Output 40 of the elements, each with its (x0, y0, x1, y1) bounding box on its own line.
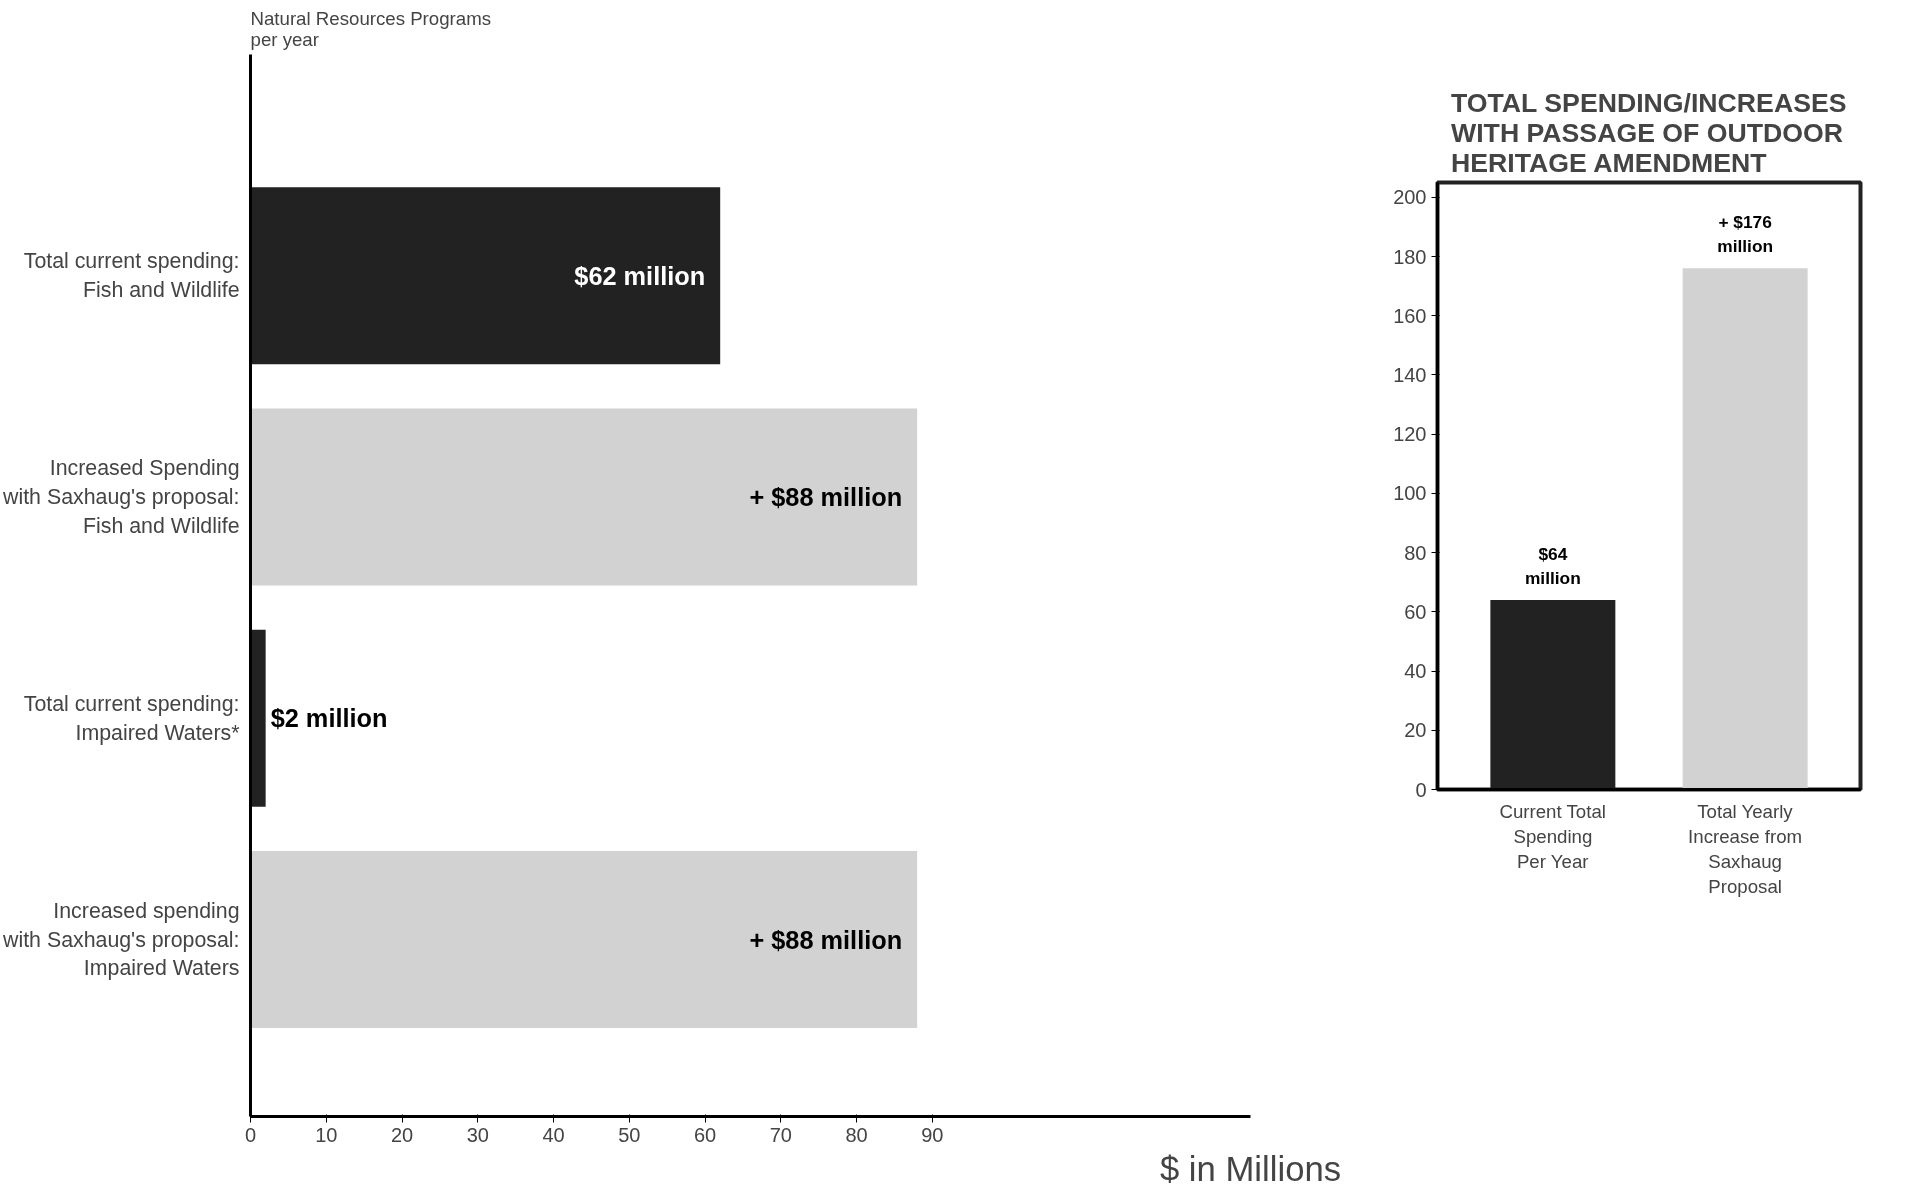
y-tick-label: 20 (1404, 719, 1427, 742)
x-tick-label: 80 (845, 1123, 868, 1146)
data-label: $64 million (1524, 543, 1581, 588)
data-label: + $176 million (1717, 212, 1774, 257)
data-label: + $88 million (749, 925, 903, 954)
y-tick-label: 40 (1404, 660, 1427, 683)
x-tick-label: Total Yearly Increase from Saxhaug Proposal (1688, 800, 1803, 898)
y-tick-label: Increased Spending with Saxhaug's proposal: Fish and Wildlife (2, 456, 240, 538)
y-tick-label: 180 (1393, 245, 1427, 268)
y-tick-label: Total current spending: Impaired Waters* (23, 691, 240, 745)
x-tick-label: 10 (315, 1123, 338, 1146)
x-tick-label: Current Total Spending Per Year (1499, 800, 1606, 872)
x-tick-label: 0 (244, 1123, 257, 1146)
data-label: $62 million (574, 261, 706, 290)
y-tick-label: Total current spending: Fish and Wildlife (23, 249, 240, 303)
y-tick-label: 0 (1415, 778, 1427, 801)
x-tick-label: 30 (466, 1123, 489, 1146)
x-tick-label: 90 (921, 1123, 944, 1146)
y-tick-label: 120 (1393, 423, 1427, 446)
bar (250, 187, 721, 365)
y-tick-label: 80 (1404, 541, 1427, 564)
x-tick-label: 60 (693, 1123, 717, 1146)
data-label: $2 million (270, 704, 388, 733)
y-tick-label: 100 (1393, 482, 1427, 505)
bar (250, 851, 918, 1028)
bar (250, 629, 266, 807)
y-tick-label: 60 (1404, 600, 1427, 623)
x-tick-label: 20 (390, 1123, 414, 1146)
x-tick-label: 50 (618, 1123, 641, 1146)
data-label: + $88 million (749, 483, 903, 511)
x-axis-title: $ in Millions (1159, 1149, 1342, 1188)
y-tick-label: 160 (1393, 304, 1427, 327)
x-tick-label: 70 (769, 1123, 792, 1146)
y-tick-label: 200 (1393, 186, 1427, 209)
x-tick-label: 40 (542, 1123, 565, 1146)
chart-title: TOTAL SPENDING/INCREASES WITH PASSAGE OF OUTDOOR HERITAGE AMENDMENT (1451, 87, 1847, 178)
bar (250, 408, 918, 586)
y-axis-title: Natural Resources Programs per year (250, 7, 492, 50)
y-tick-label: 140 (1393, 363, 1427, 386)
y-tick-label: Increased spending with Saxhaug's proposal: Impaired Waters (2, 898, 240, 981)
